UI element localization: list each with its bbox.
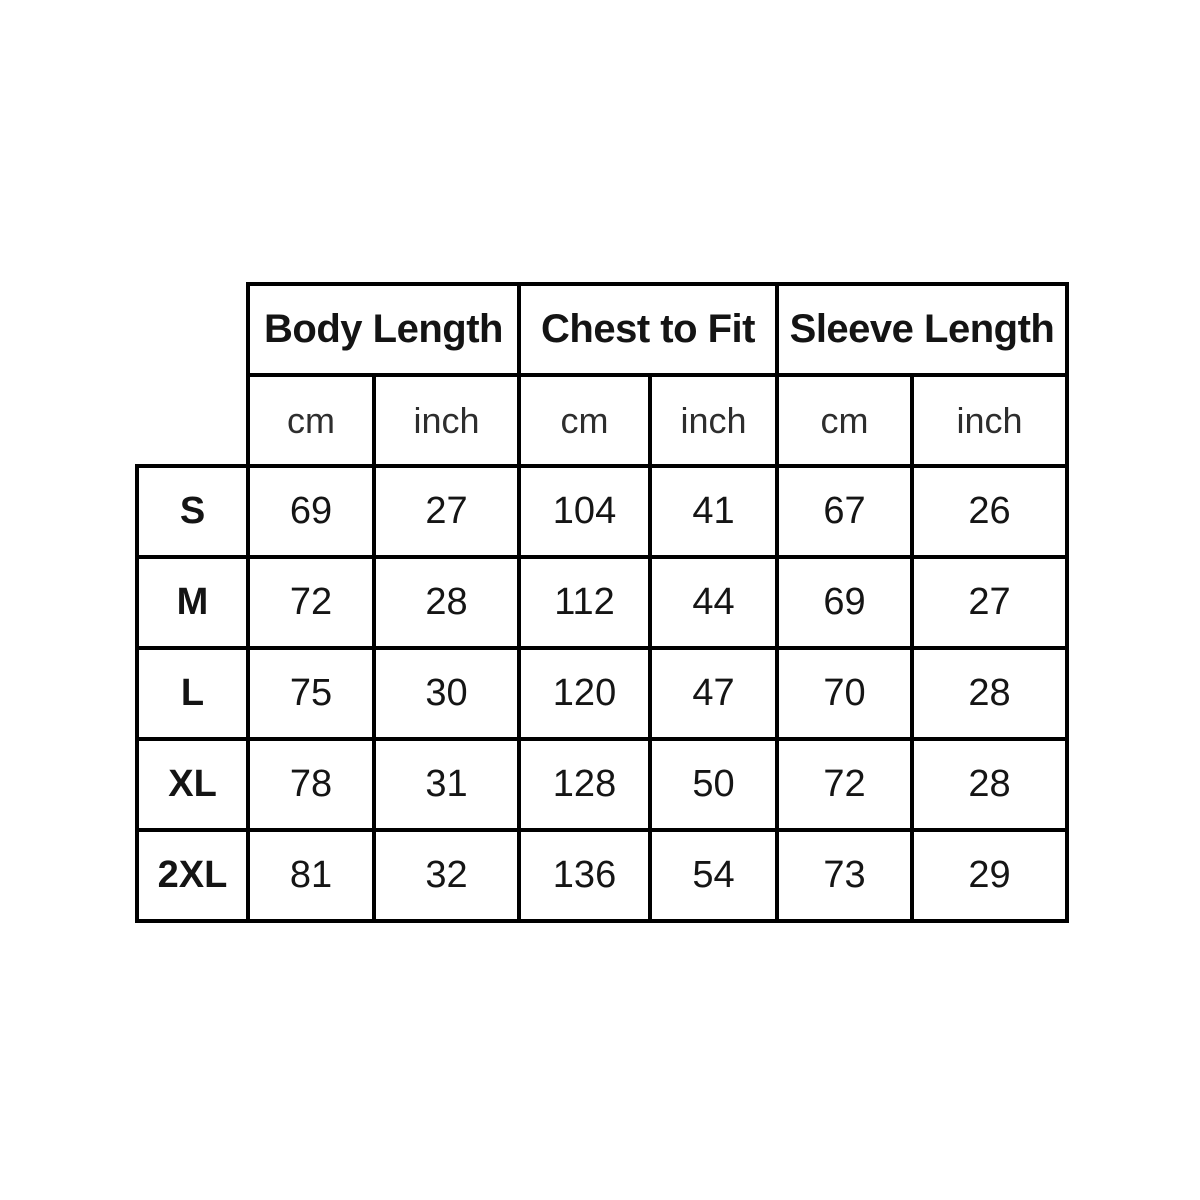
table-row-xl: XL 78 31 128 50 72 28 <box>135 737 1069 832</box>
value-cell: 50 <box>648 737 779 832</box>
corner-spacer <box>137 375 248 466</box>
value-cell: 27 <box>372 464 521 559</box>
header-sleeve-length: Sleeve Length <box>775 282 1069 377</box>
value-cell: 78 <box>246 737 376 832</box>
value-cell: 26 <box>910 464 1069 559</box>
value-cell: 31 <box>372 737 521 832</box>
value-cell: 72 <box>775 737 914 832</box>
value-cell: 73 <box>775 828 914 923</box>
value-cell: 28 <box>910 646 1069 741</box>
unit-label-chest-inch: inch <box>648 373 779 468</box>
value-cell: 30 <box>372 646 521 741</box>
size-label-m: M <box>135 555 250 650</box>
header-chest-to-fit: Chest to Fit <box>517 282 779 377</box>
unit-label-chest-cm: cm <box>517 373 652 468</box>
value-cell: 69 <box>775 555 914 650</box>
value-cell: 28 <box>910 737 1069 832</box>
header-body-length: Body Length <box>246 282 521 377</box>
value-cell: 75 <box>246 646 376 741</box>
value-cell: 29 <box>910 828 1069 923</box>
size-label-xl: XL <box>135 737 250 832</box>
size-chart-table: Body Length Chest to Fit Sleeve Length c… <box>135 282 1069 923</box>
unit-header-row: cm inch cm inch cm inch <box>137 373 1069 468</box>
value-cell: 27 <box>910 555 1069 650</box>
group-header-row: Body Length Chest to Fit Sleeve Length <box>137 282 1069 377</box>
value-cell: 128 <box>517 737 652 832</box>
value-cell: 120 <box>517 646 652 741</box>
value-cell: 44 <box>648 555 779 650</box>
table-row-l: L 75 30 120 47 70 28 <box>135 646 1069 741</box>
value-cell: 54 <box>648 828 779 923</box>
unit-label-sleeve-inch: inch <box>910 373 1069 468</box>
value-cell: 81 <box>246 828 376 923</box>
corner-spacer <box>137 284 248 375</box>
value-cell: 47 <box>648 646 779 741</box>
size-label-2xl: 2XL <box>135 828 250 923</box>
value-cell: 69 <box>246 464 376 559</box>
value-cell: 104 <box>517 464 652 559</box>
size-label-s: S <box>135 464 250 559</box>
size-label-l: L <box>135 646 250 741</box>
value-cell: 136 <box>517 828 652 923</box>
value-cell: 67 <box>775 464 914 559</box>
value-cell: 28 <box>372 555 521 650</box>
value-cell: 70 <box>775 646 914 741</box>
unit-label-body-inch: inch <box>372 373 521 468</box>
unit-label-body-cm: cm <box>246 373 376 468</box>
table-row-2xl: 2XL 81 32 136 54 73 29 <box>135 828 1069 923</box>
value-cell: 112 <box>517 555 652 650</box>
table-row-s: S 69 27 104 41 67 26 <box>135 464 1069 559</box>
table-row-m: M 72 28 112 44 69 27 <box>135 555 1069 650</box>
value-cell: 32 <box>372 828 521 923</box>
unit-label-sleeve-cm: cm <box>775 373 914 468</box>
value-cell: 72 <box>246 555 376 650</box>
value-cell: 41 <box>648 464 779 559</box>
